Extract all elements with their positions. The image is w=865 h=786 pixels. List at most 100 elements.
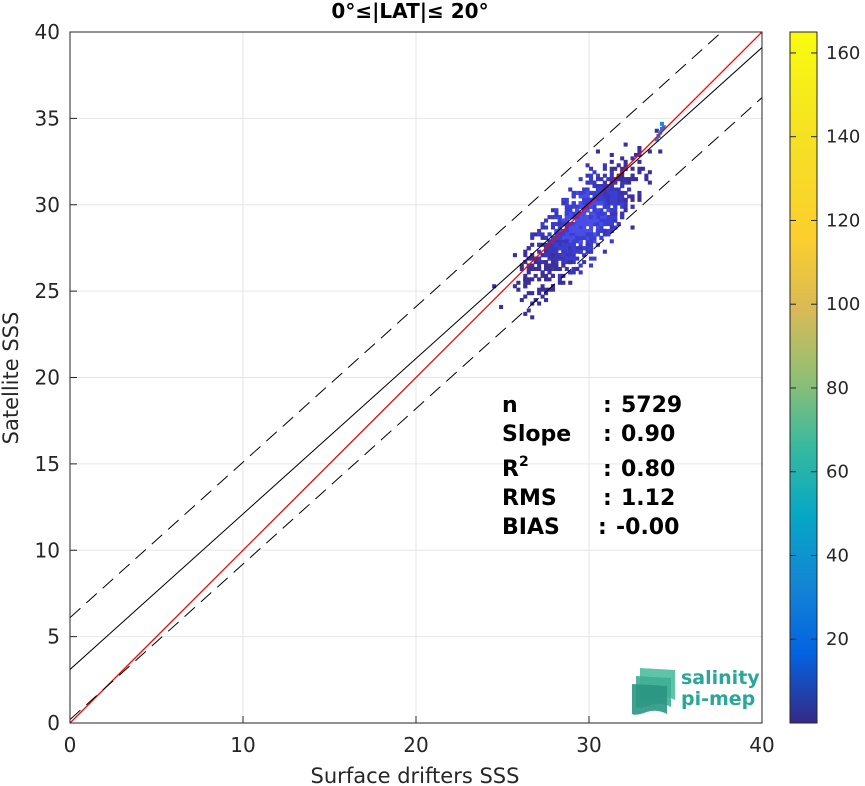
density-cell [596, 174, 600, 178]
density-cell [589, 167, 593, 171]
density-cell [551, 267, 555, 271]
density-cell [558, 257, 562, 261]
density-cell [620, 191, 624, 195]
density-cell [596, 184, 600, 188]
density-cell [624, 143, 628, 147]
density-cell [586, 250, 590, 254]
density-cell [610, 225, 614, 229]
density-cell [558, 215, 562, 219]
density-cell [568, 229, 572, 233]
density-cell [523, 284, 527, 288]
density-cell [603, 212, 607, 216]
density-cell [541, 253, 545, 257]
density-cell [568, 212, 572, 216]
density-cell [565, 208, 569, 212]
density-cell [575, 205, 579, 209]
density-cell [537, 260, 541, 264]
chart-title: 0°≤|LAT|≤ 20° [331, 0, 488, 23]
density-cell [586, 194, 590, 198]
density-cell [589, 257, 593, 261]
density-cell [603, 229, 607, 233]
density-cell [603, 174, 607, 178]
density-cell [613, 219, 617, 223]
density-cell [572, 222, 576, 226]
density-cell [641, 167, 645, 171]
density-cell [586, 222, 590, 226]
density-cell [565, 205, 569, 209]
density-cell [596, 222, 600, 226]
density-cell [561, 260, 565, 264]
density-cell [617, 201, 621, 205]
density-cell [537, 267, 541, 271]
density-cell [554, 212, 558, 216]
density-cell [568, 236, 572, 240]
density-cell [599, 222, 603, 226]
density-cell [554, 250, 558, 254]
density-cell [592, 219, 596, 223]
density-cell [558, 281, 562, 285]
density-cell [606, 229, 610, 233]
density-cell [530, 315, 534, 319]
x-tick-label: 10 [230, 733, 255, 757]
density-cell [527, 281, 531, 285]
density-cell [561, 243, 565, 247]
density-cell [547, 263, 551, 267]
density-cell [599, 208, 603, 212]
density-cell [631, 205, 635, 209]
density-cell [579, 232, 583, 236]
density-cell [551, 246, 555, 250]
density-cell [572, 267, 576, 271]
density-cell [572, 257, 576, 261]
y-tick-label: 5 [47, 625, 60, 649]
density-cell [582, 260, 586, 264]
density-cell [596, 225, 600, 229]
y-tick-label: 0 [47, 711, 60, 735]
y-tick-label: 25 [35, 279, 60, 303]
density-cell [624, 191, 628, 195]
density-cell [551, 208, 555, 212]
stat-slope-sep: : [603, 422, 612, 447]
density-cell [637, 198, 641, 202]
density-cell [565, 201, 569, 205]
colorbar-tick-label: 140 [826, 127, 860, 148]
density-cell [582, 187, 586, 191]
density-cell [541, 225, 545, 229]
density-cell [572, 260, 576, 264]
density-cell [561, 246, 565, 250]
density-cell [582, 191, 586, 195]
density-cell [513, 284, 517, 288]
density-cell [582, 229, 586, 233]
density-cell [613, 205, 617, 209]
density-cell [592, 212, 596, 216]
x-axis-label: Surface drifters SSS [311, 764, 520, 786]
stat-n-label: n [502, 393, 518, 418]
density-cell [537, 232, 541, 236]
density-cell [613, 187, 617, 191]
density-cell [586, 232, 590, 236]
density-cell [603, 181, 607, 185]
density-cell [603, 163, 607, 167]
density-cell [575, 267, 579, 271]
density-cell [648, 170, 652, 174]
density-cell [610, 153, 614, 157]
density-cell [624, 177, 628, 181]
density-cell [572, 270, 576, 274]
density-cell [599, 215, 603, 219]
density-cell [551, 257, 555, 261]
density-cell [541, 274, 545, 278]
density-cell [610, 222, 614, 226]
colorbar [790, 32, 817, 723]
density-cell [613, 208, 617, 212]
density-cell [589, 177, 593, 181]
density-cell [610, 215, 614, 219]
density-cell [565, 257, 569, 261]
density-cell [637, 160, 641, 164]
density-cell [631, 177, 635, 181]
density-cell [589, 229, 593, 233]
density-cell [579, 243, 583, 247]
density-cell [592, 232, 596, 236]
density-cell [586, 215, 590, 219]
density-cell [613, 194, 617, 198]
density-cell [592, 215, 596, 219]
density-cell [554, 257, 558, 261]
